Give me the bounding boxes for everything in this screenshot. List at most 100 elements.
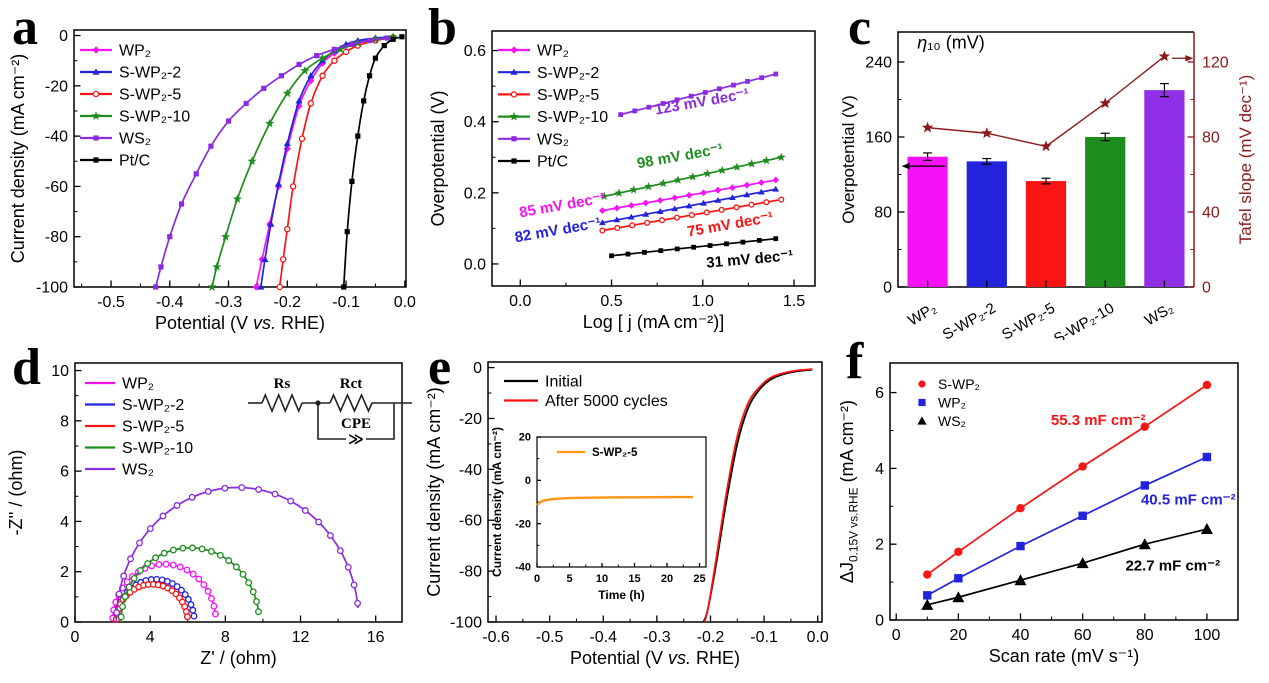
svg-text:8: 8: [221, 629, 230, 646]
svg-text:80: 80: [874, 205, 892, 222]
svg-text:6: 6: [875, 385, 884, 402]
svg-text:0.6: 0.6: [464, 43, 486, 60]
svg-text:Time (h): Time (h): [598, 588, 644, 602]
svg-text:WS₂: WS₂: [537, 131, 569, 148]
svg-text:Z' / (ohm): Z' / (ohm): [200, 648, 276, 668]
svg-text:CPE: CPE: [341, 416, 371, 432]
svg-text:Rs: Rs: [274, 376, 291, 392]
panel-c-label: c: [848, 0, 872, 56]
svg-text:0: 0: [473, 360, 482, 377]
panel-e-label: e: [428, 339, 452, 396]
svg-text:-0.5: -0.5: [97, 294, 125, 311]
svg-text:-0.2: -0.2: [697, 629, 725, 646]
svg-text:10: 10: [51, 363, 69, 380]
svg-text:40: 40: [1012, 627, 1030, 644]
svg-text:Current density (mA cm⁻²): Current density (mA cm⁻²): [8, 54, 28, 264]
svg-text:WP₂: WP₂: [119, 43, 151, 60]
svg-text:-0.2: -0.2: [274, 294, 302, 311]
svg-text:-20: -20: [459, 411, 482, 428]
svg-text:-80: -80: [45, 229, 68, 246]
svg-text:20: 20: [661, 573, 673, 585]
svg-text:S-WP₂: S-WP₂: [938, 376, 980, 392]
svg-text:S-WP₂-5: S-WP₂-5: [999, 300, 1058, 340]
svg-text:240: 240: [865, 55, 892, 72]
svg-text:-40: -40: [45, 129, 68, 146]
svg-text:S-WP₂-10: S-WP₂-10: [119, 109, 190, 126]
svg-text:22.7 mF cm⁻²: 22.7 mF cm⁻²: [1125, 558, 1220, 575]
svg-text:0.0: 0.0: [807, 629, 829, 646]
svg-text:-100: -100: [450, 614, 482, 631]
panel-c-chart-svg: 0 80 160 240 0 40 80 120 WP₂ S-WP₂-2 S-WP₂-5S-WP₂-…: [840, 31, 1255, 340]
svg-text:Potential (V vs. RHE): Potential (V vs. RHE): [570, 648, 740, 668]
svg-text:80: 80: [1136, 627, 1154, 644]
svg-text:0.4: 0.4: [464, 114, 486, 131]
svg-text:20: 20: [519, 432, 531, 444]
svg-text:Log [ j (mA cm⁻²)]: Log [ j (mA cm⁻²)]: [583, 312, 725, 332]
svg-text:S-WP₂-10: S-WP₂-10: [537, 109, 608, 126]
svg-text:55.3 mF cm⁻²: 55.3 mF cm⁻²: [1051, 412, 1146, 429]
svg-text:-80: -80: [459, 564, 482, 581]
svg-text:Tafel slope (mV dec⁻¹): Tafel slope (mV dec⁻¹): [1236, 75, 1255, 245]
panel-d-chart-svg: 0 4 8 12 16 0 2 4 6 8 10 Z' / (ohm) -Z'' / (ohm) WP₂ S…: [6, 362, 412, 668]
svg-text:WP₂: WP₂: [122, 376, 154, 393]
svg-text:-0.1: -0.1: [750, 629, 778, 646]
panel-f-label: f: [846, 333, 864, 390]
svg-text:Overpotential (V): Overpotential (V): [840, 95, 858, 224]
svg-text:S-WP₂-10: S-WP₂-10: [122, 440, 193, 457]
svg-text:WP₂: WP₂: [537, 43, 569, 60]
svg-text:120: 120: [1202, 55, 1229, 72]
svg-text:WS₂: WS₂: [938, 413, 966, 429]
svg-text:6: 6: [60, 464, 69, 481]
svg-text:60: 60: [1074, 627, 1092, 644]
panel-d-label: d: [12, 339, 41, 396]
svg-text:Potential (V vs. RHE): Potential (V vs. RHE): [155, 313, 325, 333]
svg-text:0: 0: [883, 280, 892, 297]
svg-text:S-WP₂-5: S-WP₂-5: [122, 419, 184, 436]
svg-text:12: 12: [292, 629, 310, 646]
svg-text:-0.1: -0.1: [332, 294, 360, 311]
panel-b-tafel-plot: 0.0 0.5 1.0 1.5 0.0 0.2 0.4 0.6 Log [ j (mA cm⁻²…: [420, 0, 840, 340]
svg-text:5: 5: [566, 573, 572, 585]
svg-text:WP₂: WP₂: [938, 394, 966, 410]
svg-text:4: 4: [146, 629, 155, 646]
panel-f-chart-svg: 0 20 40 60 80 100 0 2 4 6 Scan rate (mV s⁻¹) ΔJ0.15…: [840, 362, 1239, 666]
svg-text:0.0: 0.0: [394, 294, 416, 311]
svg-text:160: 160: [865, 130, 892, 147]
svg-text:S-WP₂-10: S-WP₂-10: [1051, 300, 1117, 340]
svg-text:4: 4: [875, 461, 884, 478]
svg-text:2: 2: [875, 537, 884, 554]
svg-text:4: 4: [60, 514, 69, 531]
svg-text:-0.3: -0.3: [215, 294, 243, 311]
svg-text:20: 20: [949, 627, 967, 644]
svg-text:-60: -60: [459, 513, 482, 530]
panel-b-label: b: [428, 0, 457, 56]
svg-text:8: 8: [60, 413, 69, 430]
panel-f-cdl-plot: 0 20 40 60 80 100 0 2 4 6 Scan rate (mV s⁻¹) ΔJ0.15…: [840, 340, 1269, 683]
panel-a-label: a: [12, 0, 38, 56]
svg-text:80: 80: [1202, 130, 1220, 147]
svg-text:WS₂: WS₂: [1142, 300, 1177, 330]
svg-text:0: 0: [525, 475, 531, 487]
svg-text:WS₂: WS₂: [119, 131, 151, 148]
svg-text:S-WP₂-5: S-WP₂-5: [537, 87, 599, 104]
svg-text:Pt/C: Pt/C: [537, 154, 568, 171]
svg-text:Initial: Initial: [545, 374, 582, 391]
svg-text:WS₂: WS₂: [122, 462, 154, 479]
panel-b-chart-svg: 0.0 0.5 1.0 1.5 0.0 0.2 0.4 0.6 Log [ j (mA cm⁻²…: [428, 30, 816, 332]
svg-text:Current density (mA cm⁻²): Current density (mA cm⁻²): [424, 387, 444, 597]
svg-text:0.5: 0.5: [600, 293, 622, 310]
svg-text:0.2: 0.2: [464, 185, 486, 202]
panel-d-nyquist-plot: 0 4 8 12 16 0 2 4 6 8 10 Z' / (ohm) -Z'' / (ohm) WP₂ S…: [0, 340, 420, 683]
svg-text:-20: -20: [515, 518, 531, 530]
svg-text:WP₂: WP₂: [905, 300, 940, 330]
svg-text:0.0: 0.0: [509, 293, 531, 310]
svg-text:S-WP₂-5: S-WP₂-5: [119, 87, 181, 104]
panel-a-lsv-plot: -0.5 -0.4 -0.3 -0.2 -0.1 0.0 0 -20 -40 -60 -80 -100…: [0, 0, 420, 340]
svg-text:S-WP₂-2: S-WP₂-2: [537, 65, 599, 82]
svg-text:40: 40: [1202, 205, 1220, 222]
svg-text:-40: -40: [459, 462, 482, 479]
svg-text:-0.3: -0.3: [643, 629, 671, 646]
svg-text:S-WP₂-2: S-WP₂-2: [122, 397, 184, 414]
panel-e-stability-plot: -0.6 -0.5 -0.4 -0.3 -0.2 -0.1 0.0 0 -20 -40 -60 -80…: [420, 340, 840, 683]
